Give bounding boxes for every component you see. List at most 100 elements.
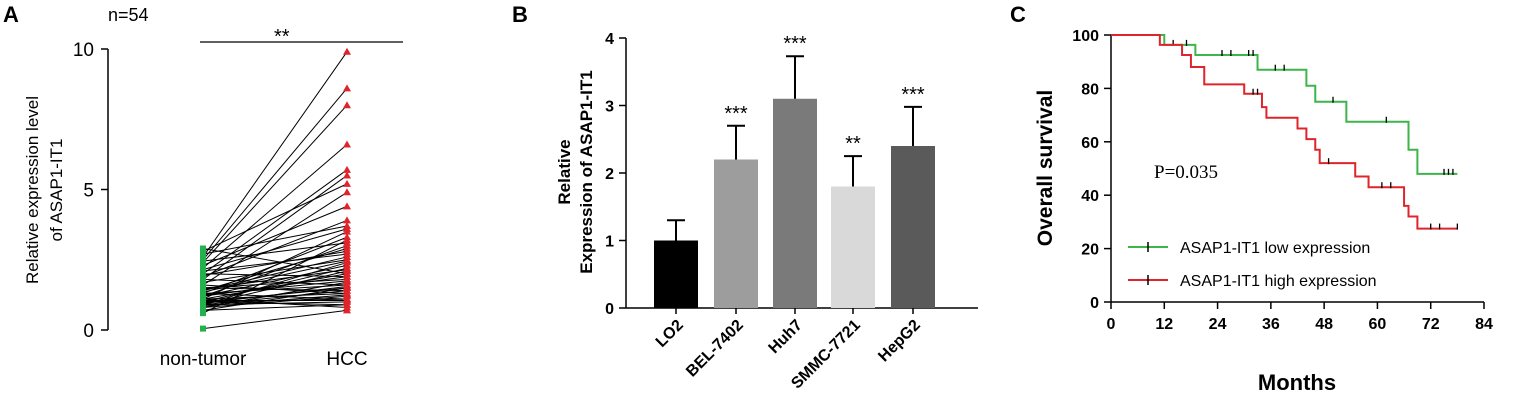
hcc-point: [343, 257, 351, 265]
panel-c-ticks: 0 20 40 60 80 100 0 12 24 36 48 60 72 84: [1072, 28, 1493, 333]
panel-c-ytick-label: 100: [1072, 28, 1099, 45]
pair-line: [202, 88, 348, 261]
panel-b-xtick-label: BEL-7402: [683, 317, 747, 381]
panel-c-xlabel: Months: [1258, 370, 1336, 395]
bar-hepg2: [891, 146, 935, 308]
non-tumor-point: [200, 282, 206, 289]
significance-label: ***: [724, 103, 748, 125]
hcc-point: [343, 165, 351, 173]
pair-line: [202, 51, 348, 258]
hcc-point: [343, 261, 351, 269]
hcc-point: [343, 265, 351, 273]
pair-line: [202, 269, 348, 290]
hcc-point: [343, 238, 351, 246]
non-tumor-point: [200, 325, 206, 332]
hcc-point: [343, 290, 351, 298]
panel-b-ytick-label: 0: [605, 301, 614, 318]
panel-c-ytick-label: 40: [1081, 188, 1099, 205]
non-tumor-point: [200, 262, 206, 269]
panel-c-xtick-label: 12: [1155, 316, 1173, 333]
panel-b-xtick-label: HepG2: [875, 317, 924, 366]
hcc-point: [343, 282, 351, 290]
panel-b-bars: LO2***BEL-7402***Huh7**SMMC-7721***HepG2: [653, 33, 935, 392]
panel-b-ylabel-line1: Relative: [555, 139, 574, 204]
non-tumor-point: [200, 300, 206, 307]
non-tumor-point: [200, 251, 206, 258]
non-tumor-point: [200, 307, 206, 314]
panel-c-ylabel: Overall survival: [1034, 90, 1057, 246]
panel-b-ytick-label: 3: [605, 99, 614, 116]
panel-a-paired-plot: n=54 ** Relative expression level of ASA…: [23, 5, 403, 370]
pair-line: [202, 273, 348, 278]
panel-letter-a: A: [3, 2, 19, 27]
panel-b-ytick-label: 4: [605, 31, 614, 48]
pair-line: [202, 259, 348, 283]
hcc-point: [343, 140, 351, 148]
high-expression-curve: [1111, 34, 1458, 230]
low-expression-curve: [1111, 34, 1458, 175]
bar-bel-7402: [714, 159, 758, 308]
hcc-point: [343, 179, 351, 187]
pair-line: [202, 278, 348, 286]
hcc-point: [343, 272, 351, 280]
panel-letter-b: B: [512, 2, 528, 27]
panel-a-pair-lines: [202, 51, 348, 330]
panel-a-xtick-hcc: HCC: [326, 349, 367, 370]
panel-b-ytick-label: 2: [605, 166, 614, 183]
panel-c-curves: [1111, 34, 1459, 230]
pair-line: [202, 256, 348, 292]
panel-c-p-value: P=0.035: [1154, 162, 1218, 183]
panel-c-ytick-label: 80: [1081, 81, 1099, 98]
hcc-point: [343, 296, 351, 304]
panel-a-ylabel-line1: Relative expression level: [23, 96, 42, 284]
panel-b-ylabel-line2: Expression of ASAP1-IT1: [577, 70, 596, 273]
pair-line: [202, 309, 348, 330]
non-tumor-point: [200, 289, 206, 296]
panel-b-bar-chart: Relative Expression of ASAP1-IT1 0 1 2 3 4 L…: [555, 31, 978, 392]
panel-c-survival-curve: Overall survival Months 0 20 40 60 80 100 0 12 2…: [1034, 28, 1493, 395]
non-tumor-point: [200, 245, 206, 252]
panel-c-xtick-label: 84: [1475, 316, 1493, 333]
hcc-point: [343, 216, 351, 224]
panel-c-xtick-label: 36: [1262, 316, 1280, 333]
hcc-point: [343, 84, 351, 92]
panel-letter-c: C: [1010, 2, 1026, 27]
panel-c-xtick-label: 72: [1422, 316, 1440, 333]
hcc-point: [343, 188, 351, 196]
hcc-point: [343, 303, 351, 311]
pair-line: [202, 250, 348, 276]
hcc-point: [343, 101, 351, 109]
pair-line: [202, 264, 348, 297]
panel-b-xtick-label: LO2: [653, 317, 687, 351]
non-tumor-point: [200, 266, 206, 273]
panel-c-ytick-label: 0: [1090, 295, 1099, 312]
panel-c-legend: ASAP1-IT1 low expression ASAP1-IT1 high …: [1128, 240, 1377, 290]
pair-line: [202, 225, 348, 255]
panel-c-xtick-label: 0: [1107, 316, 1116, 333]
pair-line: [202, 175, 348, 280]
panel-a-xtick-non-tumor: non-tumor: [160, 349, 247, 370]
panel-a-significance: **: [274, 26, 290, 48]
legend-label-high: ASAP1-IT1 high expression: [1180, 273, 1377, 290]
non-tumor-point: [200, 258, 206, 265]
pair-line: [202, 285, 348, 304]
pair-line: [202, 260, 348, 293]
pair-line: [202, 191, 348, 286]
pair-line: [202, 280, 348, 296]
panel-a-ytick-label: 0: [83, 321, 94, 342]
pair-line: [202, 219, 348, 278]
significance-label: **: [845, 133, 861, 155]
non-tumor-point: [200, 276, 206, 283]
hcc-point: [343, 47, 351, 55]
panel-c-ytick-label: 20: [1081, 242, 1099, 259]
pair-line: [202, 253, 348, 272]
panel-a-ytick-label: 10: [73, 40, 94, 61]
pair-line: [202, 292, 348, 300]
bar-smmc-7721: [831, 186, 875, 308]
pair-line: [202, 183, 348, 252]
hcc-point: [343, 171, 351, 179]
panel-c-ytick-label: 60: [1081, 135, 1099, 152]
panel-a-y-ticks: 0 5 10: [73, 40, 108, 342]
pair-line: [202, 267, 348, 303]
